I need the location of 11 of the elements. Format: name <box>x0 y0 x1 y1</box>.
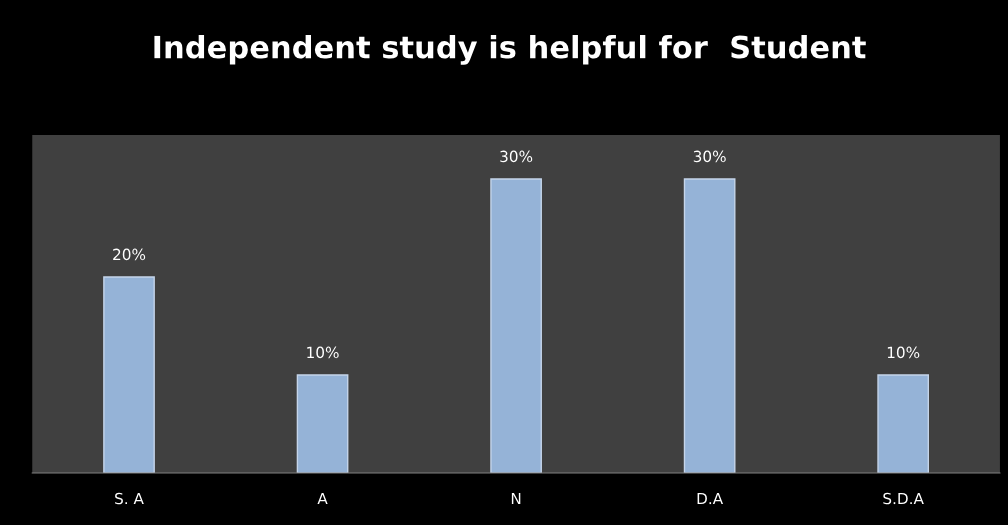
x-tick-label: N <box>511 492 521 505</box>
chart-title: Independent study is helpful for Student <box>154 34 866 65</box>
x-tick-label: A <box>317 492 328 505</box>
data-label: 10% <box>887 346 920 359</box>
data-label: 20% <box>113 248 146 261</box>
data-label: 10% <box>307 346 339 359</box>
x-tick-label: S. A <box>115 492 144 505</box>
data-label: 30% <box>693 150 726 163</box>
x-tick-label: D.A <box>697 492 724 505</box>
x-tick-label: S.D.A <box>883 492 924 505</box>
data-label: 30% <box>500 150 533 163</box>
